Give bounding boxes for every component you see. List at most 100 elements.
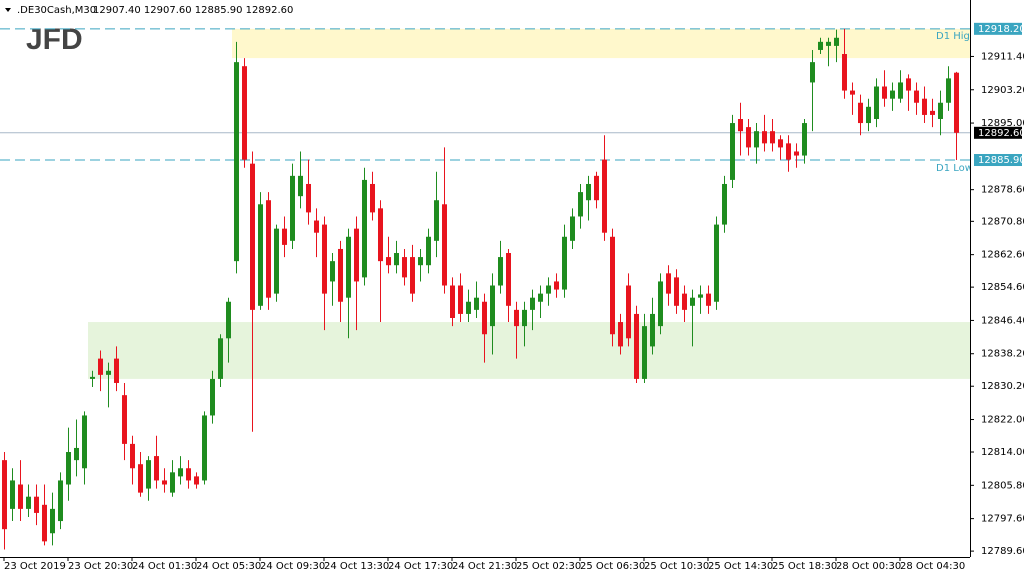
candle-body: [114, 358, 119, 383]
candle-body: [546, 285, 551, 294]
candle-body: [586, 183, 591, 201]
candle-body: [154, 456, 159, 481]
x-tick-label: 25 Oct 06:30: [580, 561, 645, 572]
candle-body: [498, 257, 503, 286]
x-tick-label: 24 Oct 21:30: [452, 561, 517, 572]
candle-body: [82, 415, 87, 469]
candle-body: [698, 294, 703, 298]
candle-body: [266, 200, 271, 298]
y-tick-label: 12878.60: [981, 185, 1024, 196]
candle-body: [410, 257, 415, 294]
candle-body: [818, 41, 823, 50]
candle-body: [258, 204, 263, 306]
x-tick-label: 23 Oct 20:30: [68, 561, 133, 572]
candle-body: [314, 220, 319, 233]
candle-body: [554, 281, 559, 290]
x-tick-label: 24 Oct 05:30: [196, 561, 261, 572]
candle-body: [522, 309, 527, 327]
candle-body: [738, 118, 743, 132]
candle-body: [466, 301, 471, 314]
candle-body: [274, 228, 279, 294]
candle-body: [418, 257, 423, 266]
candle-body: [626, 285, 631, 339]
x-tick-label: 25 Oct 02:30: [516, 561, 581, 572]
candle-body: [666, 273, 671, 294]
candle-body: [834, 37, 839, 46]
candle-body: [226, 301, 231, 339]
candle-body: [682, 293, 687, 310]
candle-body: [66, 452, 71, 485]
candle-body: [514, 309, 519, 327]
candle-body: [306, 183, 311, 213]
price-tag-label: 12892.60: [978, 128, 1024, 139]
candle-body: [42, 504, 47, 542]
candle-body: [882, 86, 887, 99]
zone: [88, 322, 970, 379]
candle-body: [186, 468, 191, 481]
candle-body: [370, 183, 375, 213]
y-tick-label: 12814.00: [981, 447, 1024, 458]
candle-body: [298, 175, 303, 197]
candle-body: [170, 472, 175, 493]
candle-body: [474, 297, 479, 310]
candle-body: [242, 66, 247, 160]
candle-body: [914, 90, 919, 103]
candle-body: [898, 82, 903, 99]
y-tick-label: 12797.60: [981, 514, 1024, 525]
candle-body: [482, 301, 487, 335]
candle-body: [106, 370, 111, 375]
candle-body: [650, 313, 655, 347]
candle-body: [98, 358, 103, 375]
y-tick-label: 12862.60: [981, 250, 1024, 261]
y-tick-label: 12854.60: [981, 282, 1024, 293]
y-tick-label: 12903.20: [981, 85, 1024, 96]
candle-body: [346, 236, 351, 298]
candle-body: [194, 476, 199, 485]
candle-body: [354, 228, 359, 282]
candle-body: [690, 297, 695, 306]
y-tick-label: 12830.20: [981, 381, 1024, 392]
x-tick-label: 24 Oct 01:30: [132, 561, 197, 572]
candle-body: [122, 395, 127, 444]
candle-body: [906, 78, 911, 91]
price-tag-label: 12885.90: [978, 155, 1024, 166]
candle-body: [282, 228, 287, 245]
candle-body: [34, 496, 39, 513]
candle-body: [386, 257, 391, 266]
candle-body: [562, 236, 567, 290]
candle-body: [634, 313, 639, 379]
candle-body: [826, 41, 831, 46]
menu-arrow[interactable]: [5, 8, 11, 12]
candle-body: [202, 415, 207, 481]
candle-body: [762, 131, 767, 144]
candle-body: [146, 460, 151, 489]
candle-body: [338, 248, 343, 302]
x-tick-label: 23 Oct 2019: [4, 561, 66, 572]
candle-body: [330, 261, 335, 282]
candle-body: [442, 204, 447, 286]
candle-body: [58, 480, 63, 522]
candle-body: [642, 326, 647, 379]
x-tick-label: 24 Oct 17:30: [388, 561, 453, 572]
candle-body: [178, 468, 183, 477]
x-tick-label: 25 Oct 18:30: [772, 561, 837, 572]
candle-body: [610, 236, 615, 335]
candle-body: [210, 378, 215, 416]
candle-body: [618, 322, 623, 347]
candle-body: [322, 224, 327, 294]
candle-body: [706, 293, 711, 306]
candle-body: [26, 496, 31, 509]
logo: JFD: [26, 23, 83, 56]
candle-body: [10, 480, 15, 509]
axis-panel: [970, 0, 1024, 576]
x-tick-label: 28 Oct 04:30: [900, 561, 965, 572]
candle-body: [794, 151, 799, 156]
candle-body: [954, 72, 959, 133]
candle-body: [50, 508, 55, 534]
candle-body: [778, 139, 783, 148]
price-tag: [974, 154, 1022, 167]
level-name: D1 Hig: [936, 31, 970, 42]
candle-body: [490, 285, 495, 327]
